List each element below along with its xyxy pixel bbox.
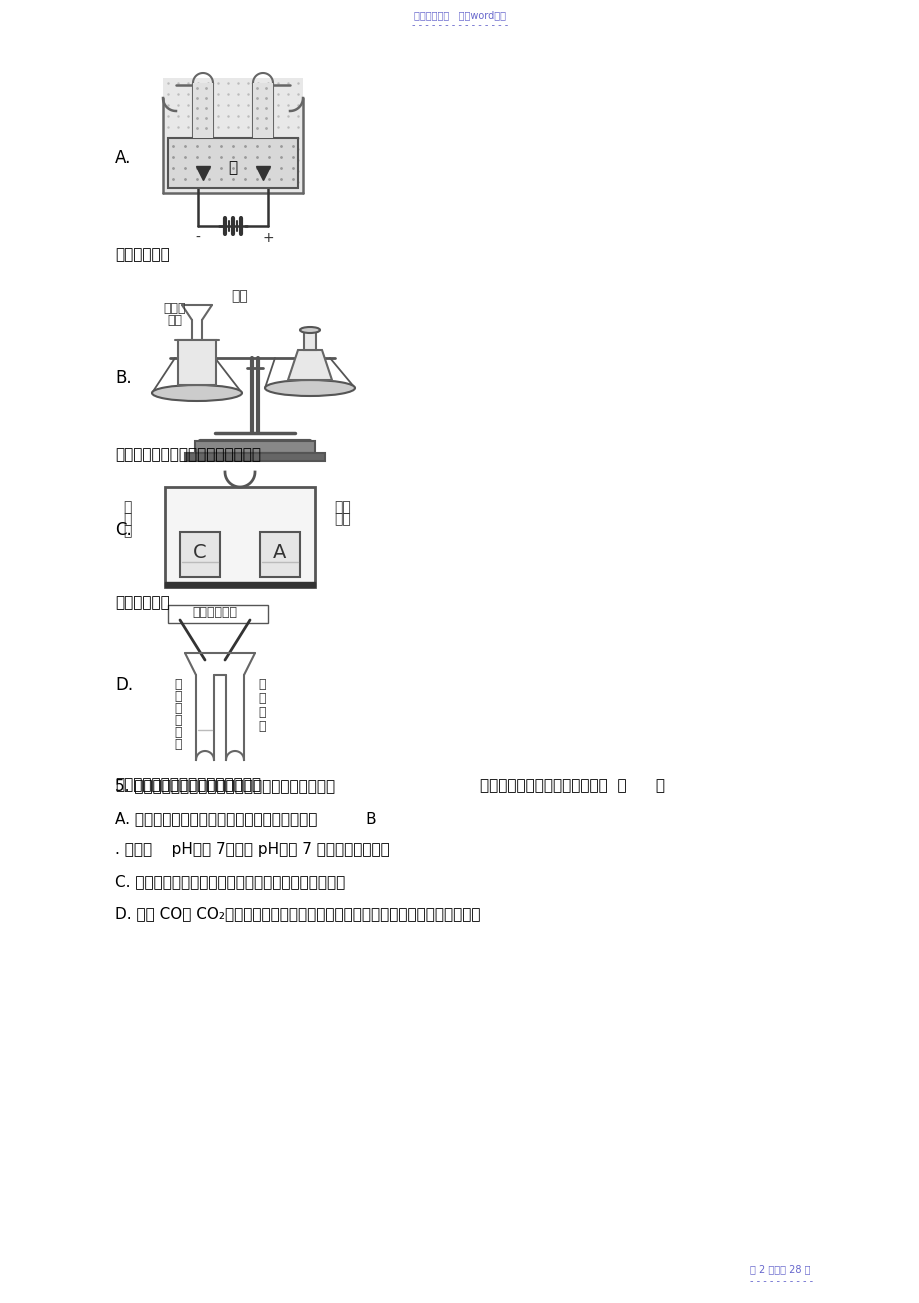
Text: 锰: 锰 bbox=[258, 721, 266, 734]
Polygon shape bbox=[163, 78, 302, 193]
Text: C. 离子是带电荷的微粒，所以带电荷的微粒肯定是离子: C. 离子是带电荷的微粒，所以带电荷的微粒肯定是离子 bbox=[115, 874, 345, 889]
Text: 氧: 氧 bbox=[174, 691, 182, 704]
Text: 探究分子运动: 探究分子运动 bbox=[115, 595, 170, 611]
Text: 碳酸钠: 碳酸钠 bbox=[164, 301, 186, 314]
Polygon shape bbox=[195, 440, 314, 453]
Text: 名师归纳总结   精哆word资料: 名师归纳总结 精哆word资料 bbox=[414, 10, 505, 20]
Text: . 酸雨的    pH小于 7，所以 pH小于 7 的雨水肯定是酸雨: . 酸雨的 pH小于 7，所以 pH小于 7 的雨水肯定是酸雨 bbox=[115, 842, 390, 857]
Polygon shape bbox=[168, 138, 298, 188]
Polygon shape bbox=[185, 453, 324, 461]
Polygon shape bbox=[165, 487, 314, 586]
Text: 化: 化 bbox=[258, 706, 266, 719]
Text: 化: 化 bbox=[174, 702, 182, 715]
Polygon shape bbox=[303, 332, 315, 351]
Polygon shape bbox=[288, 351, 332, 380]
Text: 带火星的木条: 带火星的木条 bbox=[192, 606, 237, 619]
Text: 水: 水 bbox=[228, 160, 237, 176]
Text: 5. 分析、类比和推理是化学学习中常用的思维方法。: 5. 分析、类比和推理是化学学习中常用的思维方法。 bbox=[115, 778, 335, 794]
Text: D.: D. bbox=[115, 676, 133, 694]
Polygon shape bbox=[180, 532, 220, 577]
Text: 酚酞: 酚酞 bbox=[335, 500, 351, 513]
Polygon shape bbox=[260, 532, 300, 577]
Polygon shape bbox=[253, 83, 273, 138]
Ellipse shape bbox=[152, 384, 242, 401]
Text: 溶: 溶 bbox=[174, 727, 182, 740]
Text: - - - - - - - - - -: - - - - - - - - - - bbox=[749, 1276, 812, 1286]
Text: 二: 二 bbox=[258, 679, 266, 692]
Polygon shape bbox=[193, 83, 213, 138]
Text: 粉末: 粉末 bbox=[167, 314, 182, 327]
Text: 氢: 氢 bbox=[174, 714, 182, 727]
Text: A. 浓硫酸具有吸水性，所以浓盐酸也具有吸水性          B: A. 浓硫酸具有吸水性，所以浓盐酸也具有吸水性 B bbox=[115, 810, 376, 826]
Text: 溶液: 溶液 bbox=[335, 512, 351, 526]
Text: D. 组成 CO和 CO₂的元素相同，但它们的分子构成不同，所以它们的化学性质不同: D. 组成 CO和 CO₂的元素相同，但它们的分子构成不同，所以它们的化学性质不… bbox=[115, 906, 480, 921]
Text: A: A bbox=[273, 542, 287, 562]
Text: 浓: 浓 bbox=[122, 500, 131, 513]
Text: 以下分析、类比和推理正确选项  （      ）: 以下分析、类比和推理正确选项 （ ） bbox=[480, 778, 664, 794]
Text: C: C bbox=[193, 542, 207, 562]
Text: 氨: 氨 bbox=[122, 512, 131, 526]
Text: B.: B. bbox=[115, 369, 131, 387]
Text: A.: A. bbox=[115, 149, 131, 167]
Text: C.: C. bbox=[115, 521, 131, 539]
Polygon shape bbox=[165, 582, 314, 586]
Text: 盐酸: 盐酸 bbox=[232, 289, 248, 304]
Text: - - - - - - - - - - - - - - -: - - - - - - - - - - - - - - - bbox=[412, 20, 507, 30]
Polygon shape bbox=[177, 340, 216, 384]
Text: 探究水的组成: 探究水的组成 bbox=[115, 248, 170, 262]
Text: 探究化学反应是否遵循质量守恒定律: 探究化学反应是否遵循质量守恒定律 bbox=[115, 447, 261, 463]
Text: 水: 水 bbox=[122, 524, 131, 538]
Text: 过: 过 bbox=[174, 679, 182, 692]
Text: +: + bbox=[262, 231, 274, 245]
Ellipse shape bbox=[265, 380, 355, 396]
Ellipse shape bbox=[300, 327, 320, 334]
Text: 探究二氧化镁是否加快过氧化氢分解: 探究二氧化镁是否加快过氧化氢分解 bbox=[115, 778, 261, 792]
Text: 第 2 页，共 28 页: 第 2 页，共 28 页 bbox=[749, 1264, 810, 1274]
Text: 氧: 氧 bbox=[258, 692, 266, 705]
Text: -: - bbox=[196, 231, 200, 245]
Text: 液: 液 bbox=[174, 739, 182, 752]
